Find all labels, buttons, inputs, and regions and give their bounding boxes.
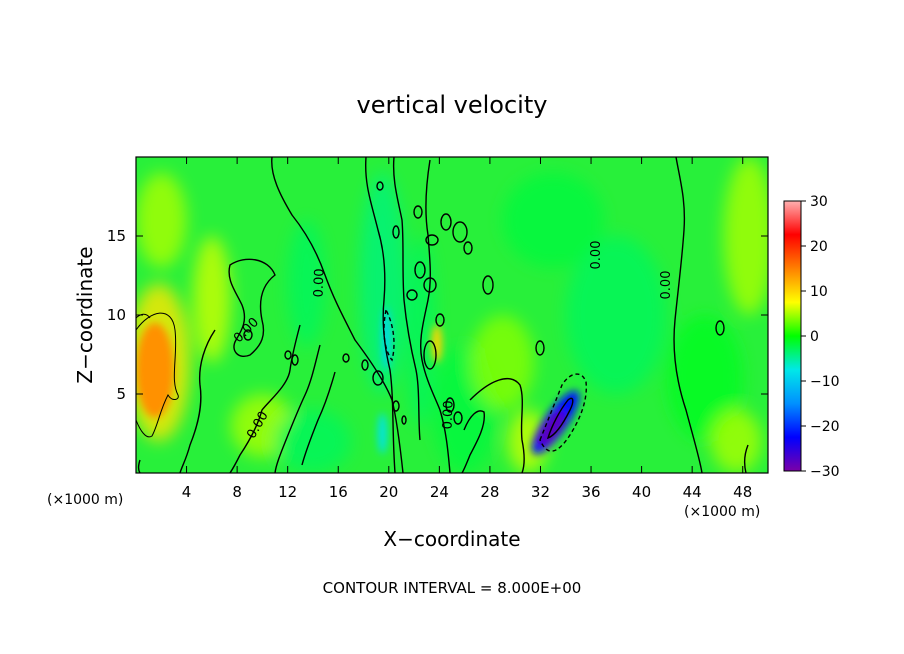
contour-zero: [136, 312, 179, 438]
y-axis-ticks: 5 10 15: [107, 227, 768, 403]
field-region: [502, 172, 604, 268]
contour-loop: [463, 241, 473, 255]
contour-interval-note: CONTOUR INTERVAL = 8.000E+00: [323, 579, 582, 597]
contour-loop: [435, 313, 445, 327]
contour-loop: [414, 261, 426, 279]
x-axis-label: X−coordinate: [383, 527, 520, 551]
field-feature: [136, 322, 174, 418]
contour-loop: [372, 370, 384, 386]
x-tick-label: 16: [329, 483, 348, 501]
contour-zero: [461, 410, 485, 473]
field-region: [711, 409, 762, 473]
x-tick-label: 28: [480, 483, 499, 501]
contour-value-label: 0.00: [589, 241, 604, 270]
x-tick-label: 20: [379, 483, 398, 501]
field-region: [287, 220, 326, 347]
contour-loop: [392, 400, 400, 412]
contour-zero: [469, 377, 525, 473]
contour-loop: [452, 221, 468, 243]
contour-loop: [401, 415, 407, 425]
field-region: [507, 409, 549, 473]
x-tick-label: 12: [278, 483, 297, 501]
x-tick-label: 24: [430, 483, 449, 501]
colorbar-tick-label: 10: [810, 284, 828, 300]
contour-loop: [715, 320, 725, 336]
x-unit-left: (×1000 m): [47, 492, 123, 508]
contour-loop: [413, 205, 423, 219]
y-tick-label: 10: [107, 306, 126, 324]
field-region: [405, 235, 436, 426]
contour-zero: [743, 444, 749, 473]
contour-loop: [361, 359, 369, 371]
chart-title: vertical velocity: [357, 91, 548, 119]
field-feature: [378, 412, 387, 455]
contour-value-label: 0.00: [659, 271, 674, 300]
contour-loop: [440, 213, 452, 231]
contour-zero: [392, 157, 421, 441]
contour-zero: [179, 329, 216, 473]
contour-negative: [539, 373, 587, 452]
colorbar-tick-label: 30: [810, 194, 828, 210]
contour-zero: [228, 258, 276, 357]
contour-loop: [342, 353, 350, 363]
y-tick-label: 5: [116, 385, 126, 403]
contour-value-label: 0.00: [441, 400, 457, 429]
x-tick-label: 8: [232, 483, 242, 501]
x-tick-label: 40: [632, 483, 651, 501]
x-tick-label: 36: [581, 483, 600, 501]
colorbar-tick-label: 20: [810, 239, 828, 255]
plot-area: 0.000.000.00 0.000.000.00 4 8 12 16 20 24 28 32 3…: [107, 156, 769, 501]
contour-loop: [423, 277, 437, 293]
x-unit-right: (×1000 m): [684, 504, 760, 520]
field-feature: [431, 324, 442, 363]
contour-zero: [274, 344, 321, 473]
contour-value-label: 0.00: [312, 268, 328, 297]
contour-loop: [376, 181, 384, 191]
x-tick-label: 32: [531, 483, 550, 501]
field-region: [470, 315, 535, 410]
contour-zero: [137, 459, 141, 473]
field-region: [136, 172, 187, 268]
colorbar-tick-label: −10: [810, 374, 840, 390]
x-tick-label: 4: [182, 483, 192, 501]
y-axis-label: Z−coordinate: [73, 246, 97, 383]
contour-negative: [383, 307, 395, 362]
colorbar-tick-label: 0: [810, 329, 819, 345]
colorbar: 30 20 10 0 −10 −20 −30: [783, 194, 840, 480]
x-tick-label: 48: [733, 483, 752, 501]
contour-loop: [406, 289, 418, 301]
colorbar-scale: [783, 200, 802, 472]
field-region: [565, 236, 667, 394]
contour-loop: [445, 397, 455, 413]
colorbar-ticks: 30 20 10 0 −10 −20 −30: [801, 194, 840, 480]
contour-loop: [291, 354, 299, 366]
contour-lines: [136, 157, 749, 473]
x-axis-ticks: 4 8 12 16 20 24 28 32 36 40 44 48: [182, 157, 752, 501]
y-tick-label: 15: [107, 227, 126, 245]
field-region: [723, 157, 768, 315]
velocity-cores: [136, 307, 580, 455]
field-region: [192, 236, 231, 363]
contour-loop: [453, 411, 463, 425]
contour-loop: [423, 340, 437, 370]
contour-zero: [546, 397, 574, 440]
contour-zero: [673, 157, 703, 473]
contour-loop: [392, 225, 400, 239]
contour-loop: [535, 340, 545, 356]
contour-zero: [301, 371, 336, 466]
contour-loop: [425, 234, 439, 246]
x-tick-label: 44: [683, 483, 702, 501]
contour-loop: [482, 275, 494, 295]
colorbar-tick-label: −30: [810, 464, 840, 480]
colorbar-tick-label: −20: [810, 419, 840, 435]
field-region: [275, 409, 351, 473]
contour-loop: [284, 350, 292, 360]
contour-loop: [243, 329, 253, 341]
contour-zero: [419, 159, 451, 473]
contour-zero: [136, 313, 151, 319]
